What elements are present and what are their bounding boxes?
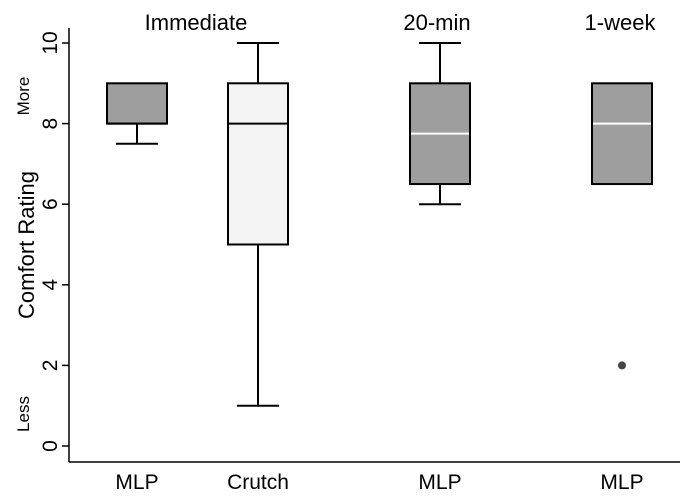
y-tick-label: 2	[39, 360, 62, 372]
y-tick-label: 8	[39, 118, 62, 130]
x-category-label: Crutch	[227, 471, 289, 494]
x-category-label: MLP	[600, 471, 643, 494]
y-annotation-top: More	[14, 77, 33, 116]
box-iqr	[106, 82, 168, 125]
group-label: Immediate	[145, 10, 248, 35]
labels: Comfort Rating More Less	[14, 77, 39, 432]
x-category-label: MLP	[418, 471, 461, 494]
box-mlp-immediate	[106, 82, 168, 145]
group-labels: Immediate 20-min 1-week	[145, 10, 657, 35]
y-tick-label: 4	[39, 279, 62, 291]
y-axis-label: Comfort Rating	[14, 171, 39, 319]
y-annotation-bottom: Less	[14, 396, 33, 432]
outlier-point	[618, 361, 626, 370]
group-label: 20-min	[403, 10, 470, 35]
x-labels: MLP Crutch MLP MLP	[115, 471, 643, 494]
box-mlp-20-min	[409, 42, 471, 206]
box-crutch-immediate	[227, 42, 289, 407]
box-mlp-1-week	[591, 82, 653, 370]
y-tick-label: 10	[39, 31, 62, 54]
y-ticks: 0 2 4 6 8 10	[39, 31, 69, 452]
box-iqr	[591, 82, 653, 186]
y-tick-label: 0	[39, 440, 62, 452]
axes	[68, 28, 680, 463]
x-category-label: MLP	[115, 471, 158, 494]
group-label: 1-week	[585, 10, 657, 35]
y-tick-label: 6	[39, 198, 62, 210]
boxes	[106, 42, 653, 407]
box-iqr	[227, 82, 289, 246]
